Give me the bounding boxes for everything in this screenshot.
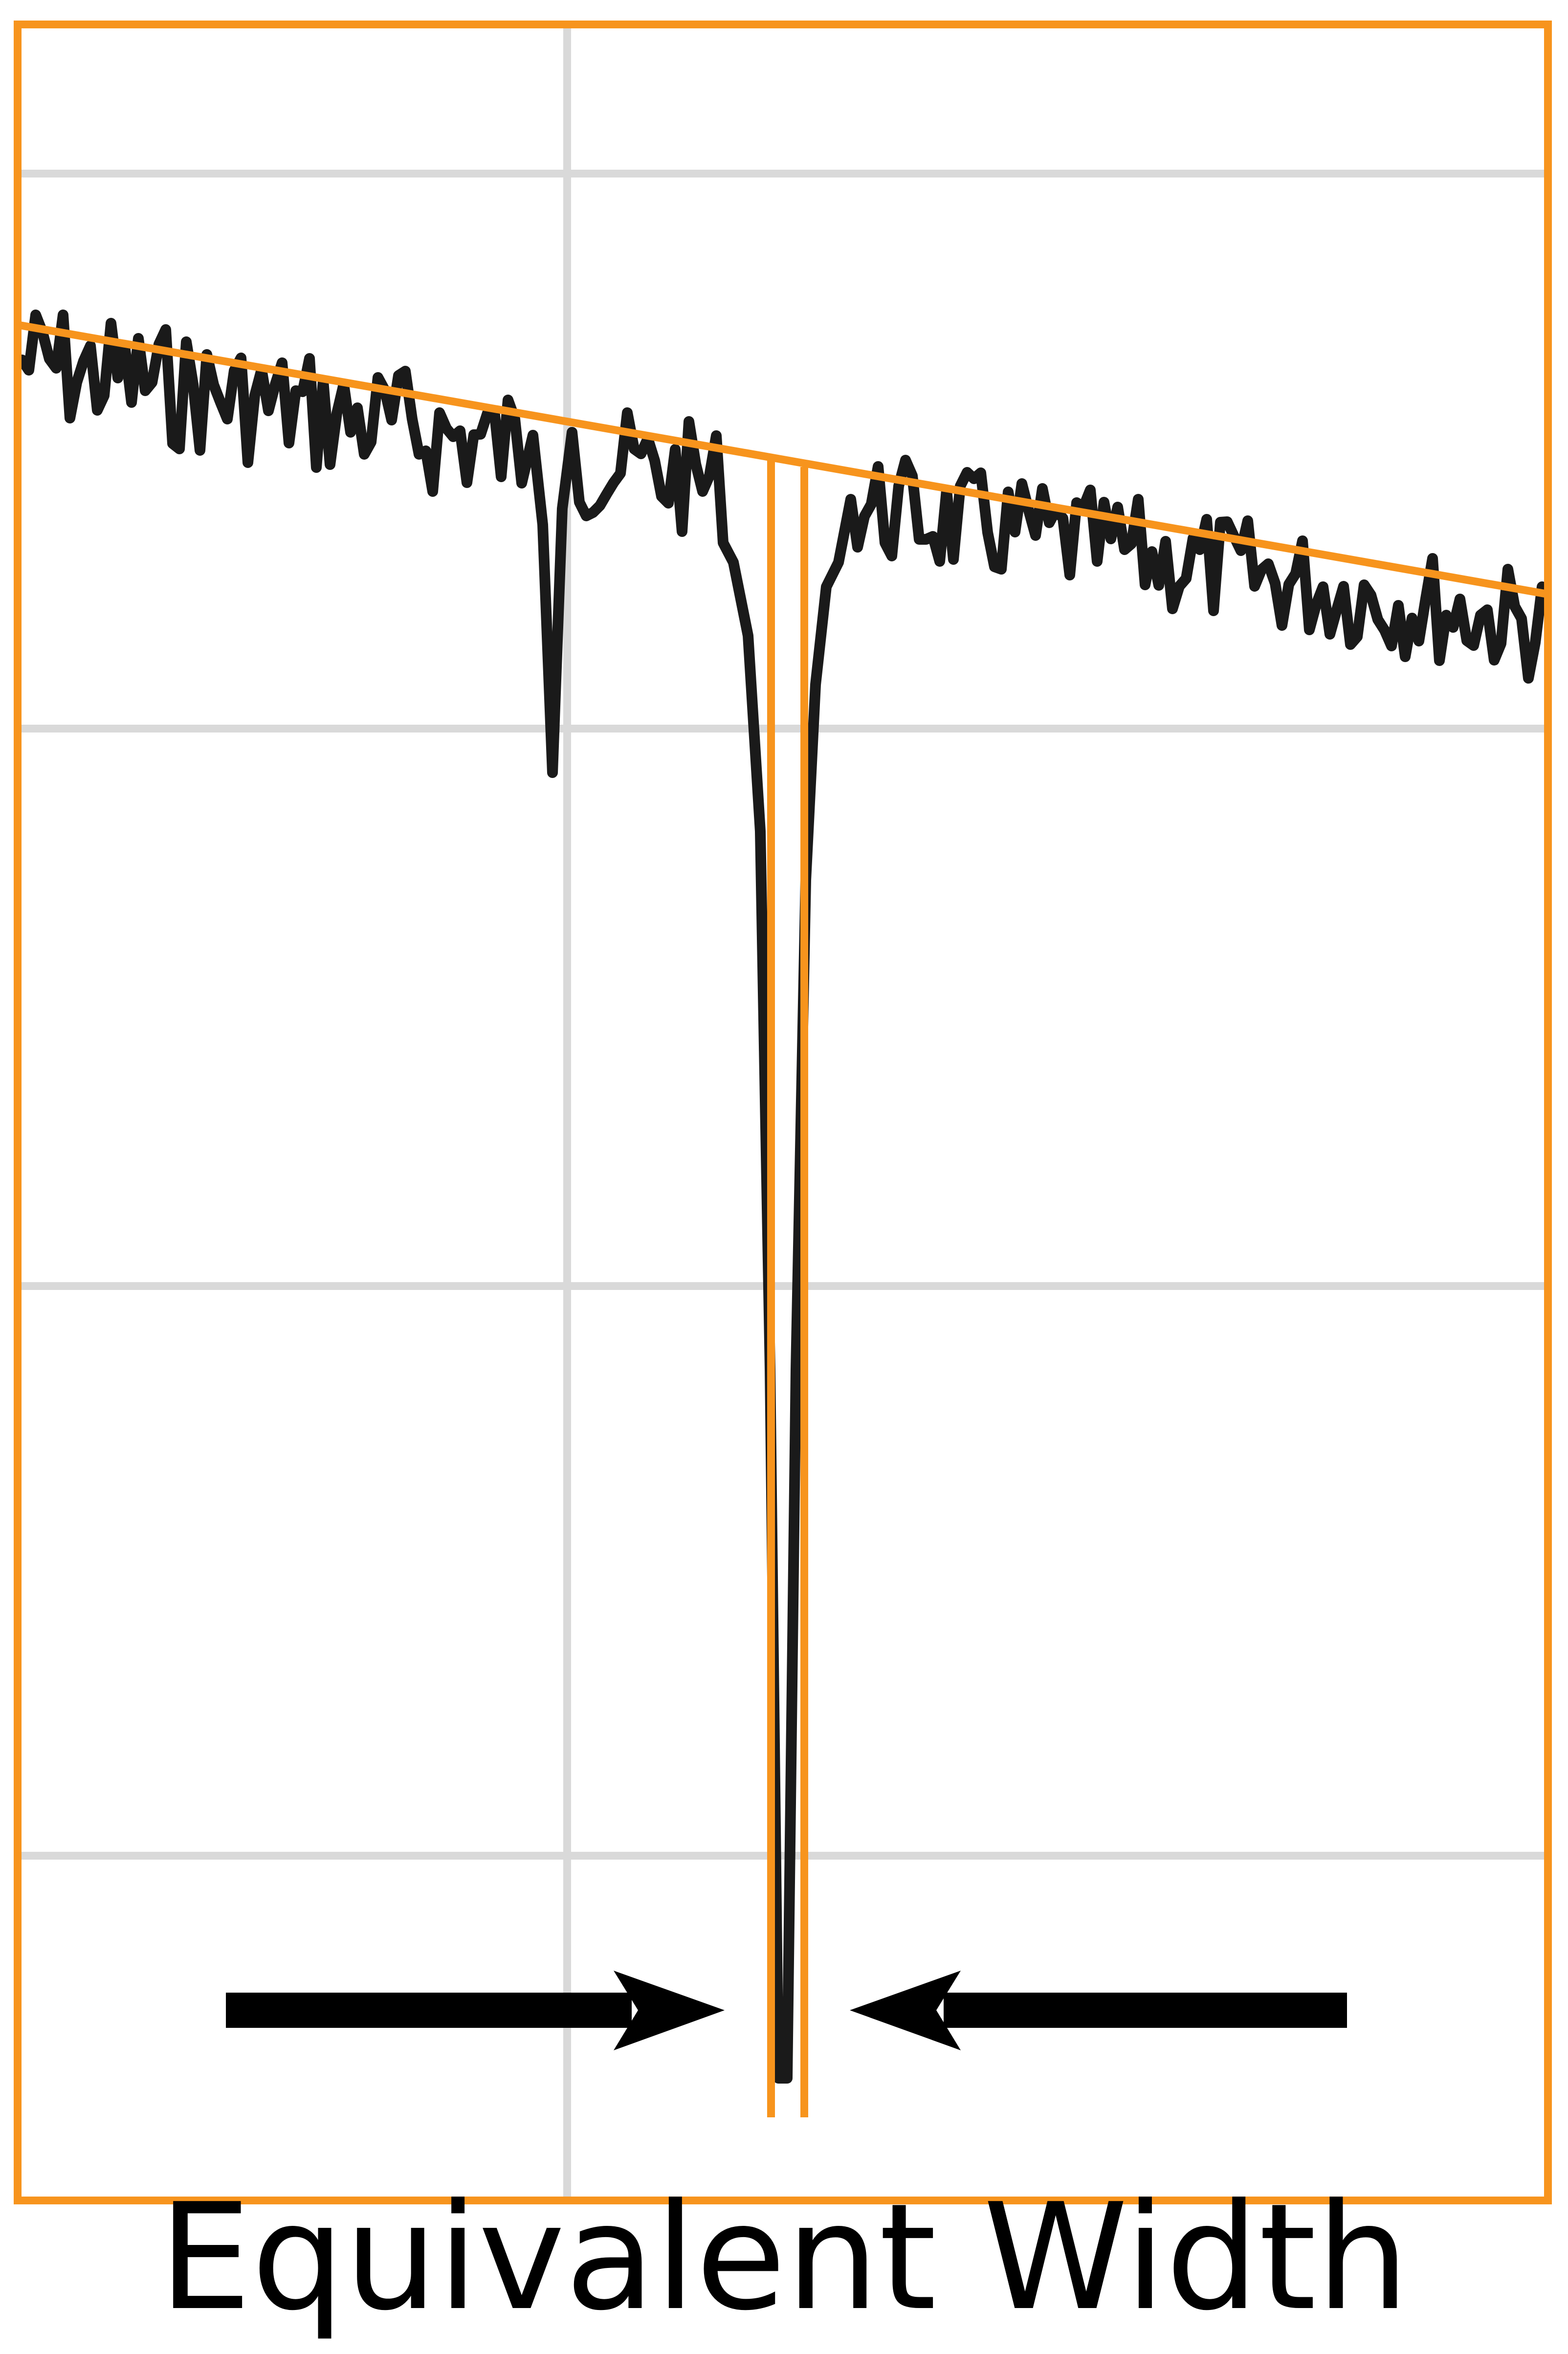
- right-arrow-head: [850, 1971, 961, 2050]
- continuum-line: [19, 321, 1548, 598]
- plot-frame: [14, 21, 1552, 2204]
- grid: [20, 24, 1547, 2200]
- left-arrow: [226, 1971, 725, 2050]
- left-arrow-head: [614, 1971, 725, 2050]
- right-arrow: [850, 1971, 1347, 2050]
- spectrum-line: [17, 310, 1547, 2084]
- equivalent-width-band: [767, 460, 808, 2117]
- diagram-caption: Equivalent Width: [158, 2172, 1410, 2343]
